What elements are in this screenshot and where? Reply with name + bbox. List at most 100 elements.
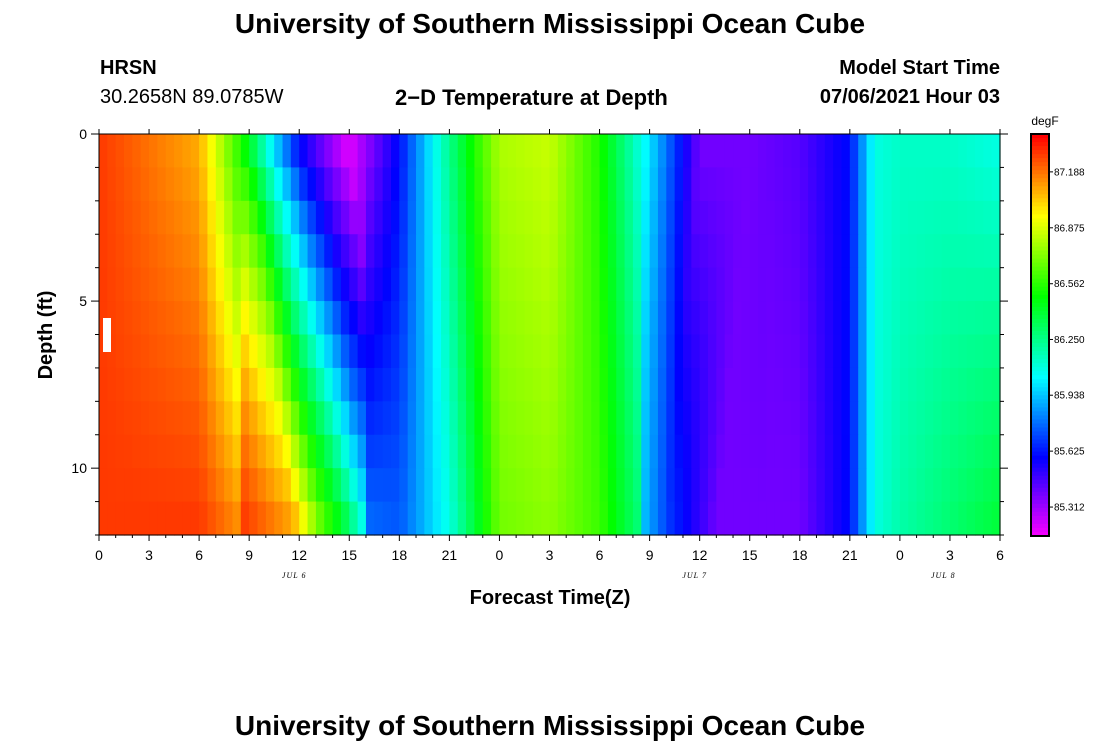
heatmap-cell <box>124 267 133 302</box>
heatmap-cell <box>466 367 476 402</box>
heatmap-cell <box>941 468 951 503</box>
heatmap-cell <box>607 234 617 269</box>
heatmap-cell <box>933 234 943 269</box>
heatmap-cell <box>591 434 601 469</box>
heatmap-cell <box>232 401 242 436</box>
heatmap-cell <box>282 501 292 536</box>
heatmap-cell <box>874 434 884 469</box>
heatmap-cell <box>574 200 584 235</box>
heatmap-cell <box>207 501 217 536</box>
heatmap-cell <box>140 200 150 235</box>
heatmap-cell <box>816 200 826 235</box>
heatmap-cell <box>482 434 492 469</box>
heatmap-cell <box>749 401 759 436</box>
heatmap-cell <box>257 367 267 402</box>
heatmap-cell <box>724 367 734 402</box>
heatmap-cell <box>799 267 809 302</box>
heatmap-cell <box>991 301 1001 336</box>
heatmap-cell <box>808 501 818 536</box>
heatmap-cell <box>190 367 200 402</box>
heatmap-cell <box>232 434 242 469</box>
heatmap-cell <box>991 401 1001 436</box>
heatmap-cell <box>265 434 275 469</box>
heatmap-cell <box>282 367 292 402</box>
heatmap-cell <box>441 434 450 469</box>
heatmap-cell <box>115 200 125 235</box>
heatmap-cell <box>974 200 984 235</box>
heatmap-cell <box>783 301 793 336</box>
heatmap-cell <box>541 134 551 169</box>
colorbar-step <box>1031 483 1049 489</box>
heatmap-cell <box>541 367 551 402</box>
x-tick-label: 18 <box>392 547 408 563</box>
heatmap-cell <box>549 167 559 202</box>
heatmap-cell <box>849 501 859 536</box>
heatmap-cell <box>215 267 225 302</box>
heatmap-cell <box>390 267 400 302</box>
colorbar-step <box>1031 186 1049 191</box>
heatmap-cell <box>491 334 501 369</box>
heatmap-cell <box>699 267 709 302</box>
heatmap-cell <box>849 401 859 436</box>
heatmap-cell <box>966 167 976 202</box>
heatmap-cell <box>399 200 409 235</box>
heatmap-cell <box>591 134 601 169</box>
heatmap-cell <box>974 167 984 202</box>
heatmap-cell <box>174 167 184 202</box>
heatmap-cell <box>466 267 476 302</box>
heatmap-cell <box>824 401 834 436</box>
heatmap-cell <box>808 134 818 169</box>
heatmap-cell <box>282 167 292 202</box>
heatmap-cell <box>799 468 809 503</box>
heatmap-cell <box>808 234 818 269</box>
heatmap-cell <box>549 401 559 436</box>
heatmap-cell <box>557 367 567 402</box>
heatmap-cell <box>708 134 717 169</box>
heatmap-cell <box>149 200 158 235</box>
colorbar-step <box>1031 230 1049 236</box>
heatmap-cell <box>899 134 909 169</box>
heatmap-cell <box>332 334 342 369</box>
heatmap-cell <box>507 301 517 336</box>
heatmap-cell <box>691 434 701 469</box>
heatmap-cell <box>299 301 309 336</box>
heatmap-cell <box>716 501 726 536</box>
heatmap-cell <box>532 367 542 402</box>
heatmap-cell <box>149 434 158 469</box>
heatmap-cell <box>224 401 234 436</box>
heatmap-cell <box>382 234 392 269</box>
heatmap-cell <box>949 434 959 469</box>
heatmap-cell <box>232 501 242 536</box>
heatmap-cell <box>766 434 776 469</box>
heatmap-cell <box>499 200 509 235</box>
heatmap-cell <box>966 434 976 469</box>
heatmap-cell <box>332 267 342 302</box>
heatmap-cell <box>783 501 793 536</box>
heatmap-cell <box>916 134 926 169</box>
heatmap-cell <box>749 501 759 536</box>
x-tick-label: 9 <box>646 547 654 563</box>
heatmap-cell <box>899 468 909 503</box>
x-tick-label: 12 <box>692 547 708 563</box>
heatmap-cell <box>808 267 818 302</box>
heatmap-cell <box>265 267 275 302</box>
heatmap-cell <box>958 468 968 503</box>
heatmap-cell <box>449 267 459 302</box>
heatmap-cell <box>916 301 926 336</box>
heatmap-cell <box>524 501 534 536</box>
x-tick-label: 6 <box>596 547 604 563</box>
heatmap-cell <box>199 434 209 469</box>
heatmap-cell <box>908 301 918 336</box>
heatmap-cell <box>758 267 767 302</box>
heatmap-cell <box>499 434 509 469</box>
heatmap-cell <box>499 401 509 436</box>
heatmap-cell <box>983 468 993 503</box>
heatmap-cell <box>240 234 250 269</box>
heatmap-cell <box>349 200 359 235</box>
heatmap-cell <box>140 301 150 336</box>
heatmap-cell <box>390 301 400 336</box>
heatmap-cell <box>949 401 959 436</box>
heatmap-cell <box>307 468 317 503</box>
heatmap-cell <box>808 401 818 436</box>
heatmap-cell <box>474 468 484 503</box>
